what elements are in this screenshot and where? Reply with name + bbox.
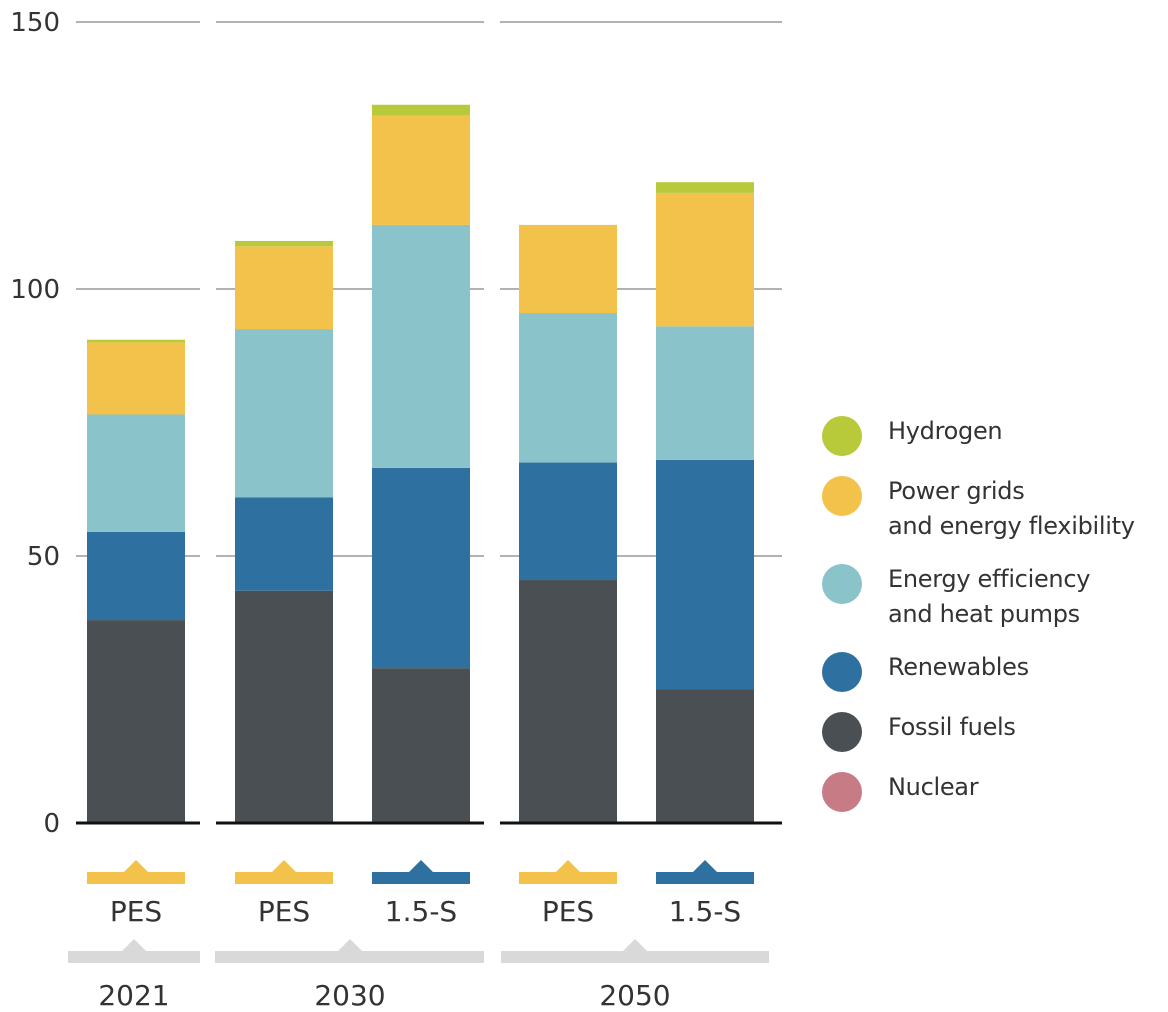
- bar-segment-energy-efficiency-and-heat-pumps-4: [656, 326, 754, 460]
- legend-label: Nuclear: [888, 773, 979, 801]
- legend-swatch-icon: [822, 652, 862, 692]
- y-tick-label: 50: [27, 542, 60, 572]
- year-label: 2021: [98, 979, 169, 1012]
- y-tick-label: 150: [10, 8, 60, 38]
- legend-item-hydrogen: Hydrogen: [822, 414, 1168, 456]
- year-marker-arrow: [622, 939, 648, 952]
- bar-segment-renewables-2: [372, 467, 470, 669]
- bar-segment-energy-efficiency-and-heat-pumps-2: [372, 224, 470, 468]
- scenario-marker-arrow: [555, 860, 581, 873]
- scenario-label: 1.5-S: [669, 895, 741, 928]
- category-labels: PES PES 1.5-S PES 1.5-S 2021 2030 2050: [98, 895, 741, 1012]
- bar-segment-power-grids-and-energy-flexibility-3: [519, 224, 617, 314]
- category-markers: [68, 860, 769, 963]
- bar-segment-renewables-1: [235, 497, 333, 591]
- legend-label: Fossil fuels: [888, 713, 1016, 741]
- legend-item-energy-efficiency-and-heat-pumps: Energy efficiency and heat pumps: [822, 562, 1168, 632]
- scenario-marker-bar: [519, 872, 617, 884]
- legend: Hydrogen Power grids and energy flexibili…: [822, 414, 1168, 830]
- scenario-label: 1.5-S: [385, 895, 457, 928]
- bar-segment-renewables-0: [87, 531, 185, 621]
- scenario-marker-bar: [87, 872, 185, 884]
- year-marker-arrow: [121, 939, 147, 952]
- bar-segment-fossil-fuels-4: [656, 689, 754, 823]
- bars: [87, 104, 754, 823]
- year-marker-bar: [215, 951, 484, 963]
- bar-segment-hydrogen-2: [372, 104, 470, 116]
- y-tick-label: 0: [43, 809, 60, 839]
- year-marker-bar: [68, 951, 200, 963]
- bar-segment-fossil-fuels-3: [519, 580, 617, 823]
- legend-label: Power grids and energy flexibility: [888, 477, 1135, 540]
- bar-segment-fossil-fuels-1: [235, 590, 333, 823]
- bar-segment-fossil-fuels-0: [87, 620, 185, 823]
- scenario-label: PES: [542, 895, 594, 928]
- legend-swatch-icon: [822, 772, 862, 812]
- bar-segment-power-grids-and-energy-flexibility-4: [656, 192, 754, 327]
- bar-segment-hydrogen-0: [87, 339, 185, 343]
- legend-label: Hydrogen: [888, 417, 1003, 445]
- y-tick-label: 100: [10, 275, 60, 305]
- year-marker-bar: [501, 951, 769, 963]
- scenario-label: PES: [110, 895, 162, 928]
- legend-item-fossil-fuels: Fossil fuels: [822, 710, 1168, 752]
- bar-segment-fossil-fuels-2: [372, 668, 470, 823]
- bar-segment-energy-efficiency-and-heat-pumps-3: [519, 313, 617, 463]
- legend-swatch-icon: [822, 564, 862, 604]
- legend-item-nuclear: Nuclear: [822, 770, 1168, 812]
- year-marker-arrow: [337, 939, 363, 952]
- bar-segment-power-grids-and-energy-flexibility-2: [372, 115, 470, 225]
- bar-segment-hydrogen-1: [235, 240, 333, 247]
- bar-segment-renewables-3: [519, 462, 617, 581]
- scenario-marker-arrow: [692, 860, 718, 873]
- legend-label: Energy efficiency and heat pumps: [888, 565, 1091, 628]
- year-label: 2030: [314, 979, 385, 1012]
- scenario-label: PES: [258, 895, 310, 928]
- legend-label: Renewables: [888, 653, 1029, 681]
- legend-item-renewables: Renewables: [822, 650, 1168, 692]
- bar-segment-power-grids-and-energy-flexibility-1: [235, 246, 333, 330]
- legend-swatch-icon: [822, 712, 862, 752]
- bar-segment-hydrogen-4: [656, 182, 754, 193]
- legend-item-power-grids-and-energy-flexibility: Power grids and energy flexibility: [822, 474, 1168, 544]
- scenario-marker-arrow: [271, 860, 297, 873]
- year-label: 2050: [599, 979, 670, 1012]
- scenario-marker-bar: [235, 872, 333, 884]
- bar-segment-renewables-4: [656, 459, 754, 690]
- bar-segment-power-grids-and-energy-flexibility-0: [87, 342, 185, 415]
- bar-segment-energy-efficiency-and-heat-pumps-0: [87, 414, 185, 532]
- y-axis-ticks: 0 50 100 150: [10, 8, 60, 839]
- scenario-marker-bar: [656, 872, 754, 884]
- legend-swatch-icon: [822, 476, 862, 516]
- scenario-marker-bar: [372, 872, 470, 884]
- bar-segment-energy-efficiency-and-heat-pumps-1: [235, 329, 333, 498]
- scenario-marker-arrow: [408, 860, 434, 873]
- scenario-marker-arrow: [123, 860, 149, 873]
- legend-swatch-icon: [822, 416, 862, 456]
